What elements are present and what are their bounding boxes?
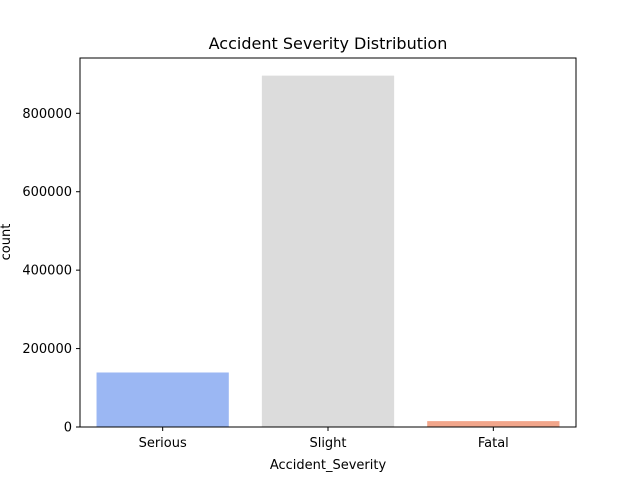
y-tick-label: 200000 (22, 342, 72, 357)
y-tick-label: 400000 (22, 264, 72, 279)
y-tick-label: 0 (64, 421, 72, 436)
x-axis: Serious Slight Fatal (139, 427, 509, 451)
bar-fatal (427, 421, 560, 427)
x-tick-label: Serious (139, 436, 187, 451)
bars-group (96, 75, 560, 427)
y-tick-label: 600000 (22, 185, 72, 200)
x-axis-label: Accident_Severity (270, 458, 387, 473)
x-tick-label: Slight (309, 436, 346, 451)
chart-title: Accident Severity Distribution (209, 34, 448, 53)
y-axis-label: count (0, 224, 14, 261)
y-axis: 0 200000 400000 600000 800000 (22, 107, 80, 436)
y-tick-label: 800000 (22, 107, 72, 122)
bar-slight (261, 75, 395, 427)
bar-serious (96, 372, 229, 427)
x-tick-label: Fatal (478, 436, 509, 451)
